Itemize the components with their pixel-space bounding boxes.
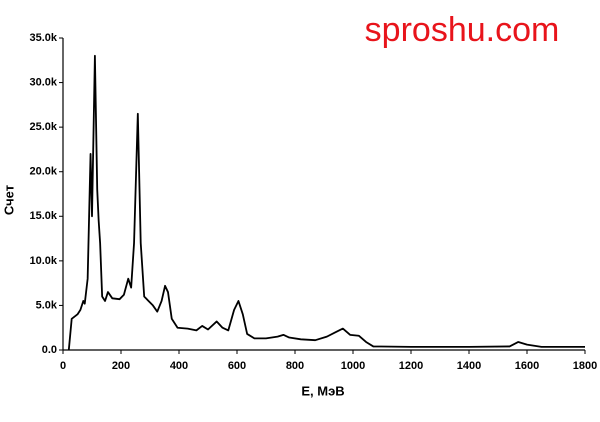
x-tick-label: 1400 <box>457 360 481 372</box>
y-tick-label: 15.0k <box>29 210 57 222</box>
y-tick-label: 20.0k <box>29 166 57 178</box>
y-axis-label: Счет <box>1 185 16 215</box>
y-tick-label: 25.0k <box>29 121 57 133</box>
y-tick-label: 35.0k <box>29 32 57 44</box>
x-tick-label: 400 <box>170 360 188 372</box>
x-tick-label: 800 <box>286 360 304 372</box>
x-tick-label: 0 <box>60 360 66 372</box>
x-tick-label: 1000 <box>341 360 365 372</box>
y-tick-label: 30.0k <box>29 76 57 88</box>
x-tick-label: 1800 <box>573 360 597 372</box>
y-tick-label: 10.0k <box>29 255 57 267</box>
x-tick-label: 200 <box>112 360 130 372</box>
watermark: sproshu.com <box>365 11 560 49</box>
y-tick-label: 5.0k <box>36 299 58 311</box>
x-tick-label: 600 <box>228 360 246 372</box>
x-tick-label: 1200 <box>399 360 423 372</box>
spectrum-line <box>67 54 585 351</box>
x-axis-label: E, МэВ <box>301 383 344 398</box>
x-tick-label: 1600 <box>515 360 539 372</box>
y-tick-label: 0.0 <box>42 344 57 356</box>
